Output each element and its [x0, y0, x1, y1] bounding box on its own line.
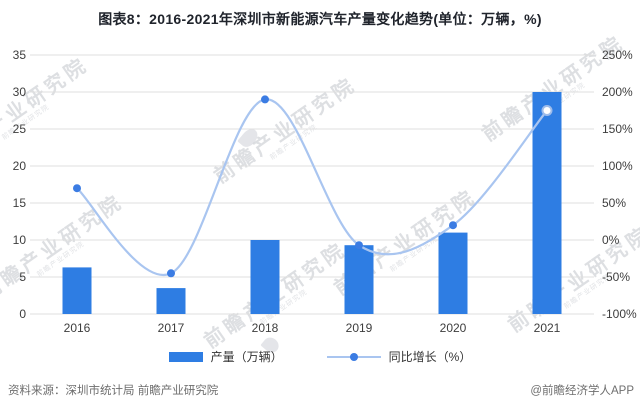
legend: 产量（万辆） 同比增长（%） [0, 348, 640, 365]
bar-2016 [62, 267, 92, 314]
line-marker-2019 [355, 241, 363, 250]
legend-label-production: 产量（万辆） [210, 350, 283, 364]
line-marker-2020 [449, 221, 457, 230]
line-marker-2021 [541, 105, 553, 116]
growth-line [76, 98, 548, 277]
chart-title: 图表8：2016-2021年深圳市新能源汽车产量变化趋势(单位：万辆，%) [98, 11, 542, 27]
credit-text: @前瞻经济学人APP [530, 385, 634, 397]
legend-item-production: 产量（万辆） [168, 348, 283, 365]
line-marker-2018 [261, 95, 269, 104]
line-marker-2017 [167, 269, 175, 278]
bar-2021 [532, 92, 562, 314]
bar-2019 [344, 245, 374, 314]
line-series-swatch [326, 351, 381, 363]
bar-2017 [156, 288, 186, 314]
bar-2018 [250, 240, 280, 314]
bar-2020 [438, 232, 468, 314]
legend-label-growth: 同比增长（%） [388, 350, 472, 364]
legend-item-growth: 同比增长（%） [326, 348, 472, 365]
bar-series-swatch [168, 351, 203, 362]
line-marker-2016 [73, 184, 81, 193]
data-source-text: 资料来源：深圳市统计局 前瞻产业研究院 [8, 385, 219, 397]
